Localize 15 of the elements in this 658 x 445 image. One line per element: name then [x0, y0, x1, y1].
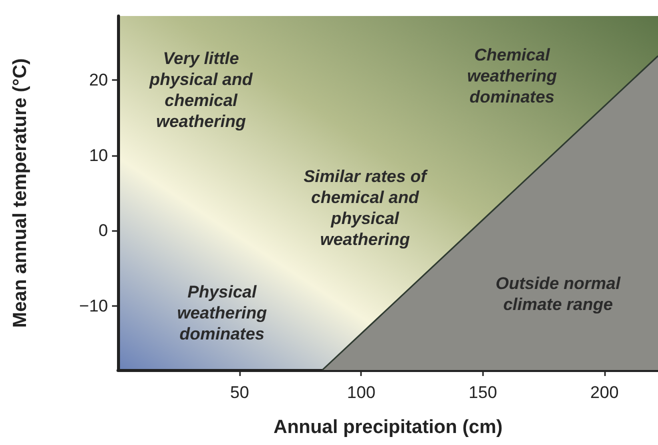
annotation: Similar rates of chemical and physical weathering	[304, 167, 429, 249]
x-tick-label: 100	[347, 383, 376, 402]
x-axis-title: Annual precipitation (cm)	[273, 417, 503, 438]
x-tick-label: 50	[230, 383, 250, 402]
y-axis-title: Mean annual temperature (°C)	[10, 58, 31, 328]
annotation: Physical weathering dominates	[177, 282, 268, 344]
x-tick-label: 150	[468, 383, 498, 402]
annotation: Very little physical and chemical weathering	[148, 49, 254, 131]
y-tick-label: 10	[89, 146, 108, 165]
x-tick-label: 200	[590, 383, 619, 402]
y-tick-label: 20	[89, 70, 108, 90]
y-tick-label: −10	[79, 296, 108, 316]
y-tick-label: 0	[98, 221, 108, 240]
annotation: Chemical weathering dominates	[467, 46, 558, 106]
annotation: Outside normal climate range	[496, 274, 622, 314]
